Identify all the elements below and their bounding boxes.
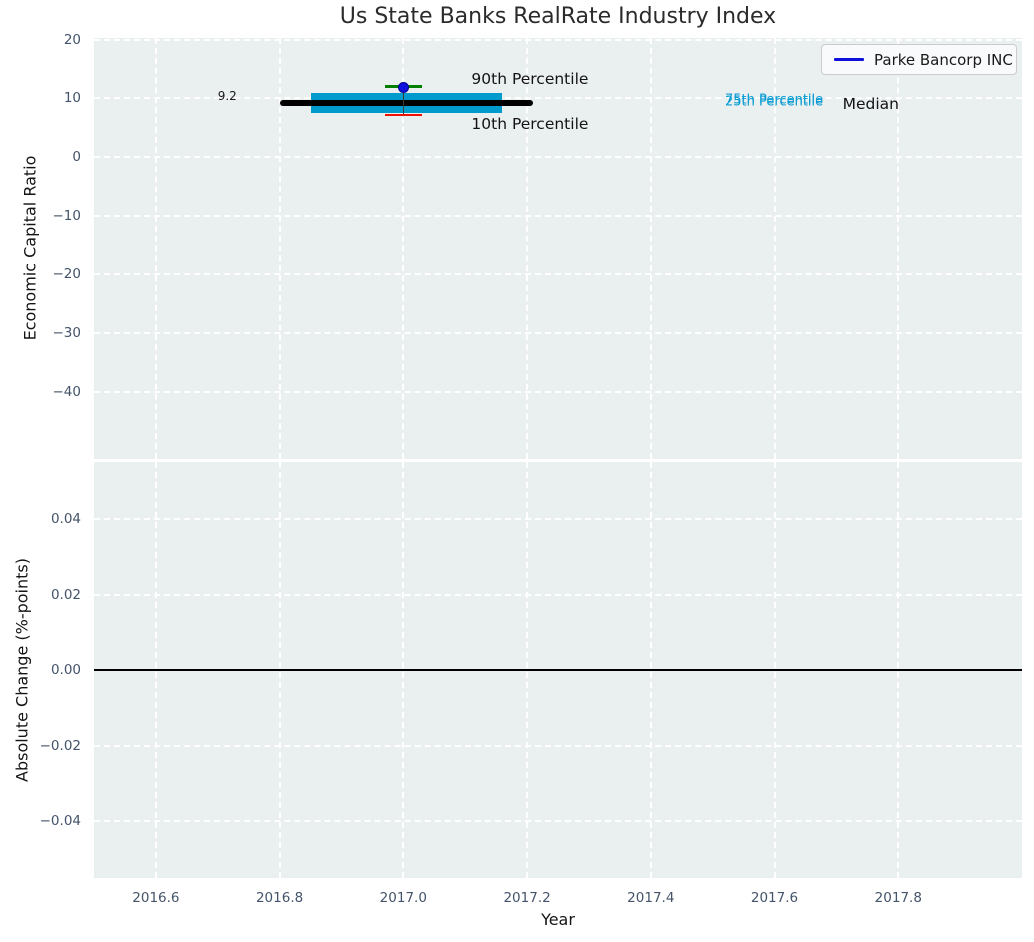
- y-tick-label: −40: [0, 383, 81, 401]
- y-tick-label: 10: [0, 89, 81, 107]
- gridline-horizontal: [94, 215, 1022, 217]
- y-tick-label: 0: [0, 148, 81, 166]
- annotation: 10th Percentile: [471, 115, 588, 133]
- y-tick-label: −0.04: [0, 812, 81, 830]
- x-axis-label: Year: [94, 910, 1022, 929]
- x-tick-label: 2017.8: [853, 889, 943, 907]
- y-tick-label: 20: [0, 31, 81, 49]
- legend-label: Parke Bancorp INC: [874, 51, 1013, 69]
- chart-title: Us State Banks RealRate Industry Index: [94, 4, 1022, 29]
- y-tick-label: −10: [0, 207, 81, 225]
- gridline-horizontal: [94, 391, 1022, 393]
- gridline-horizontal: [94, 594, 1022, 596]
- gridline-horizontal: [94, 332, 1022, 334]
- gridline-vertical: [155, 38, 157, 459]
- annotation: 25th Percentile: [725, 95, 823, 110]
- legend-line-icon: [834, 58, 864, 61]
- x-tick-label: 2016.8: [235, 889, 325, 907]
- gridline-horizontal: [94, 39, 1022, 41]
- annotation: 90th Percentile: [471, 70, 588, 88]
- y-axis-label-top: Economic Capital Ratio: [21, 156, 40, 341]
- top-plot-area: 9.290th Percentile10th Percentile75th Pe…: [94, 38, 1022, 459]
- x-tick-label: 2017.2: [482, 889, 572, 907]
- gridline-horizontal: [94, 745, 1022, 747]
- zero-line: [94, 669, 1022, 671]
- annotation: 9.2: [218, 89, 237, 103]
- annotation: Median: [843, 95, 899, 113]
- y-tick-label: 0.04: [0, 510, 81, 528]
- x-tick-label: 2017.0: [358, 889, 448, 907]
- x-tick-label: 2017.4: [606, 889, 696, 907]
- y-tick-label: −0.02: [0, 737, 81, 755]
- gridline-horizontal: [94, 820, 1022, 822]
- x-tick-label: 2016.6: [111, 889, 201, 907]
- bottom-plot-area: [94, 462, 1022, 878]
- gridline-horizontal: [94, 156, 1022, 158]
- y-tick-label: −20: [0, 265, 81, 283]
- y-tick-label: 0.02: [0, 586, 81, 604]
- y-tick-label: −30: [0, 324, 81, 342]
- gridline-horizontal: [94, 518, 1022, 520]
- gridline-horizontal: [94, 273, 1022, 275]
- y-tick-label: 0.00: [0, 661, 81, 679]
- figure: Us State Banks RealRate Industry Index E…: [0, 0, 1034, 942]
- median-line: [280, 100, 534, 106]
- company-point: [398, 82, 409, 93]
- p10-marker: [385, 114, 422, 117]
- legend: Parke Bancorp INC: [821, 44, 1017, 75]
- x-tick-label: 2017.6: [730, 889, 820, 907]
- gridline-vertical: [650, 38, 652, 459]
